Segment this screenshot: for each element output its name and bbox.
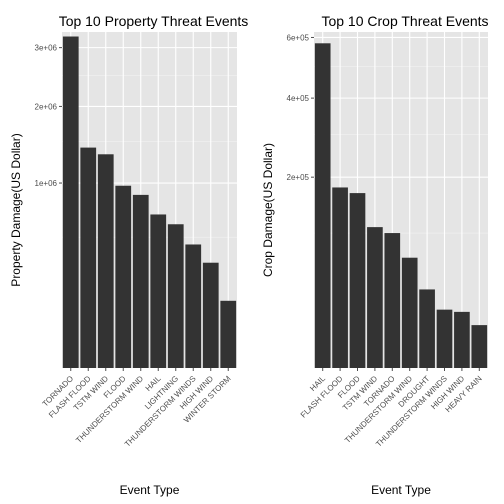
x-axis-title: Event Type: [120, 483, 180, 497]
bar: [436, 309, 453, 368]
bar: [314, 43, 331, 368]
bar: [349, 193, 366, 368]
bar: [150, 214, 167, 368]
bar: [332, 187, 348, 368]
bar: [220, 300, 237, 368]
y-tick-label: 6e+05: [287, 33, 310, 42]
bar: [185, 244, 202, 368]
chart-title: Top 10 Property Threat Events: [59, 13, 249, 29]
bar: [419, 289, 435, 368]
bar: [384, 233, 401, 368]
bar: [62, 36, 79, 368]
bar: [454, 311, 470, 368]
bar: [80, 147, 97, 368]
bar: [202, 262, 219, 368]
x-axis-title: Event Type: [371, 483, 431, 497]
y-tick-label: 4e+05: [287, 94, 310, 103]
bar: [132, 194, 149, 368]
bar: [115, 185, 132, 368]
bar: [401, 257, 418, 368]
y-tick-label: 2e+05: [287, 173, 310, 182]
y-axis-title: Property Damage(US Dollar): [9, 133, 23, 286]
bar: [97, 154, 114, 368]
y-tick-label: 1e+06: [35, 179, 58, 188]
chart-title: Top 10 Crop Threat Events: [321, 13, 488, 29]
bar: [367, 227, 383, 368]
bar: [167, 224, 184, 368]
y-tick-label: 3e+06: [35, 44, 58, 53]
y-tick-label: 2e+06: [35, 102, 58, 111]
bar: [471, 325, 488, 368]
y-axis-title: Crop Damage(US Dollar): [261, 143, 275, 277]
